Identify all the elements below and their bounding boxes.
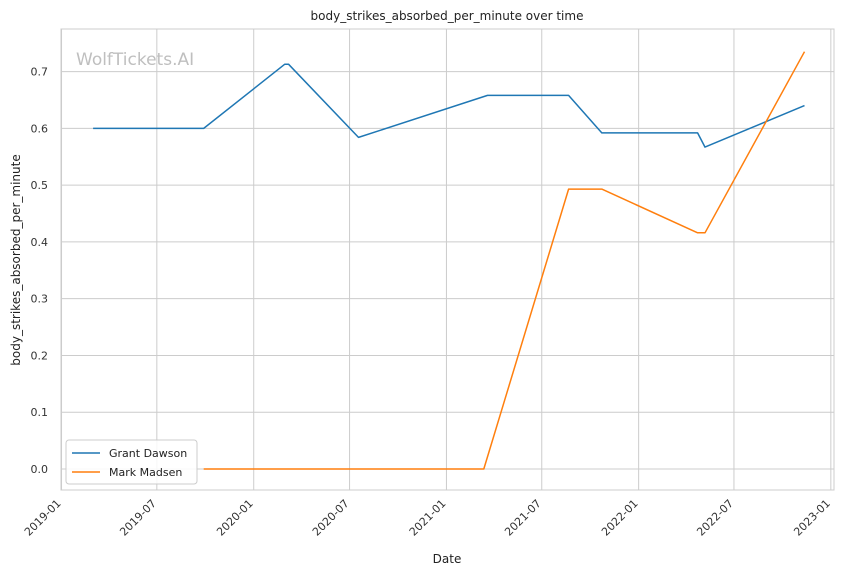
legend-box xyxy=(65,439,198,485)
legend: Grant Dawson Mark Madsen xyxy=(65,439,198,485)
x-axis-title: Date xyxy=(433,552,462,566)
y-tick-label: 0.2 xyxy=(31,349,49,362)
y-tick-label: 0.4 xyxy=(31,236,49,249)
y-tick-label: 0.5 xyxy=(31,179,49,192)
watermark: WolfTickets.AI xyxy=(76,50,194,70)
x-tick-label: 2022-01 xyxy=(599,497,641,539)
grid xyxy=(61,29,834,490)
x-tick-label: 2022-07 xyxy=(694,497,736,539)
series-line-grant-dawson xyxy=(93,63,805,148)
y-tick-label: 0.3 xyxy=(31,293,49,306)
x-tick-label: 2020-01 xyxy=(214,497,256,539)
x-axis-ticks: 2019-01 2019-07 2020-01 2020-07 2021-01 2021-… xyxy=(22,497,833,539)
y-axis-ticks: 0.0 0.1 0.2 0.3 0.4 0.5 0.6 0.7 xyxy=(31,66,49,476)
legend-entry: Mark Madsen xyxy=(109,466,182,479)
y-axis-title: body_strikes_absorbed_per_minute xyxy=(9,154,23,365)
y-tick-label: 0.1 xyxy=(31,406,49,419)
x-tick-label: 2021-07 xyxy=(502,497,544,539)
chart-title: body_strikes_absorbed_per_minute over ti… xyxy=(311,9,584,23)
x-tick-label: 2021-01 xyxy=(407,497,449,539)
y-tick-label: 0.7 xyxy=(31,66,49,79)
legend-entry: Grant Dawson xyxy=(109,447,187,460)
x-tick-label: 2020-07 xyxy=(310,497,352,539)
y-tick-label: 0.6 xyxy=(31,122,49,135)
series-layer xyxy=(93,51,806,470)
x-tick-label: 2023-01 xyxy=(791,497,833,539)
x-tick-label: 2019-07 xyxy=(117,497,159,539)
plot-area xyxy=(60,28,835,491)
x-tick-label: 2019-01 xyxy=(22,497,64,539)
series-line-mark-madsen xyxy=(203,51,806,470)
y-tick-label: 0.0 xyxy=(31,463,49,476)
